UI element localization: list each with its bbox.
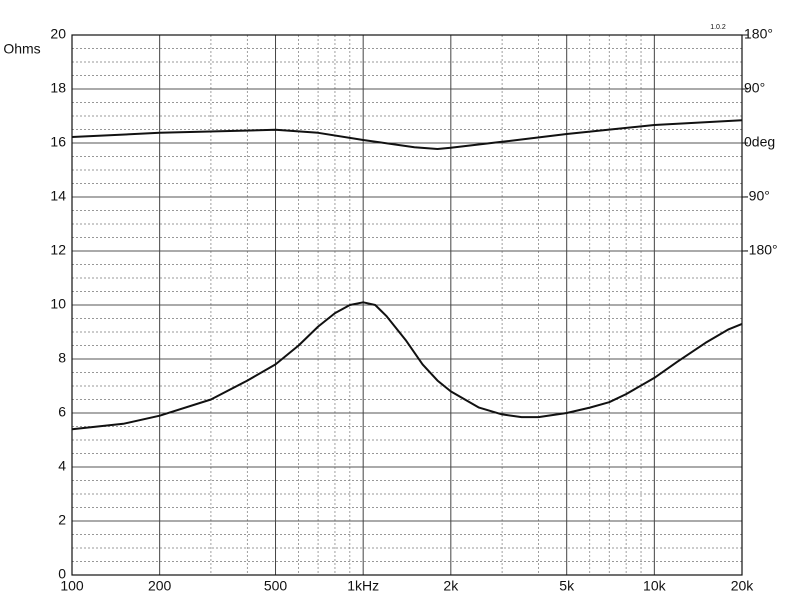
y-tick-label: 4 [58,458,66,474]
y-tick-label: 18 [50,80,66,96]
y-tick-label: 16 [50,134,66,150]
y2-tick-label: -180° [744,242,778,258]
x-tick-label: 5k [559,578,575,594]
series-line [71,119,743,150]
y-tick-label: 8 [58,350,66,366]
x-tick-label: 10k [643,578,667,594]
x-tick-label: 100 [60,578,84,594]
x-tick-label: 20k [731,578,755,594]
x-tick-label: 2k [443,578,459,594]
y2-tick-label: 90° [744,80,765,96]
y-tick-label: 2 [58,512,66,528]
y2-tick-label: 0deg [744,134,775,150]
y-tick-label: 6 [58,404,66,420]
y-tick-label: 20 [50,26,66,42]
y-tick-label: 12 [50,242,66,258]
annotation: 1.0.2 [710,24,726,31]
y-tick-label: 14 [50,188,66,204]
x-tick-label: 1kHz [347,578,379,594]
y2-tick-label: 180° [744,26,773,42]
y-tick-label: 0 [58,566,66,582]
y-tick-label: 10 [50,296,66,312]
plot-frame [71,34,743,576]
x-tick-label: 500 [264,578,288,594]
y2-tick-label: -90° [744,188,770,204]
series-line [71,301,743,431]
y-axis-title: Ohms [3,41,40,57]
x-tick-label: 200 [148,578,172,594]
